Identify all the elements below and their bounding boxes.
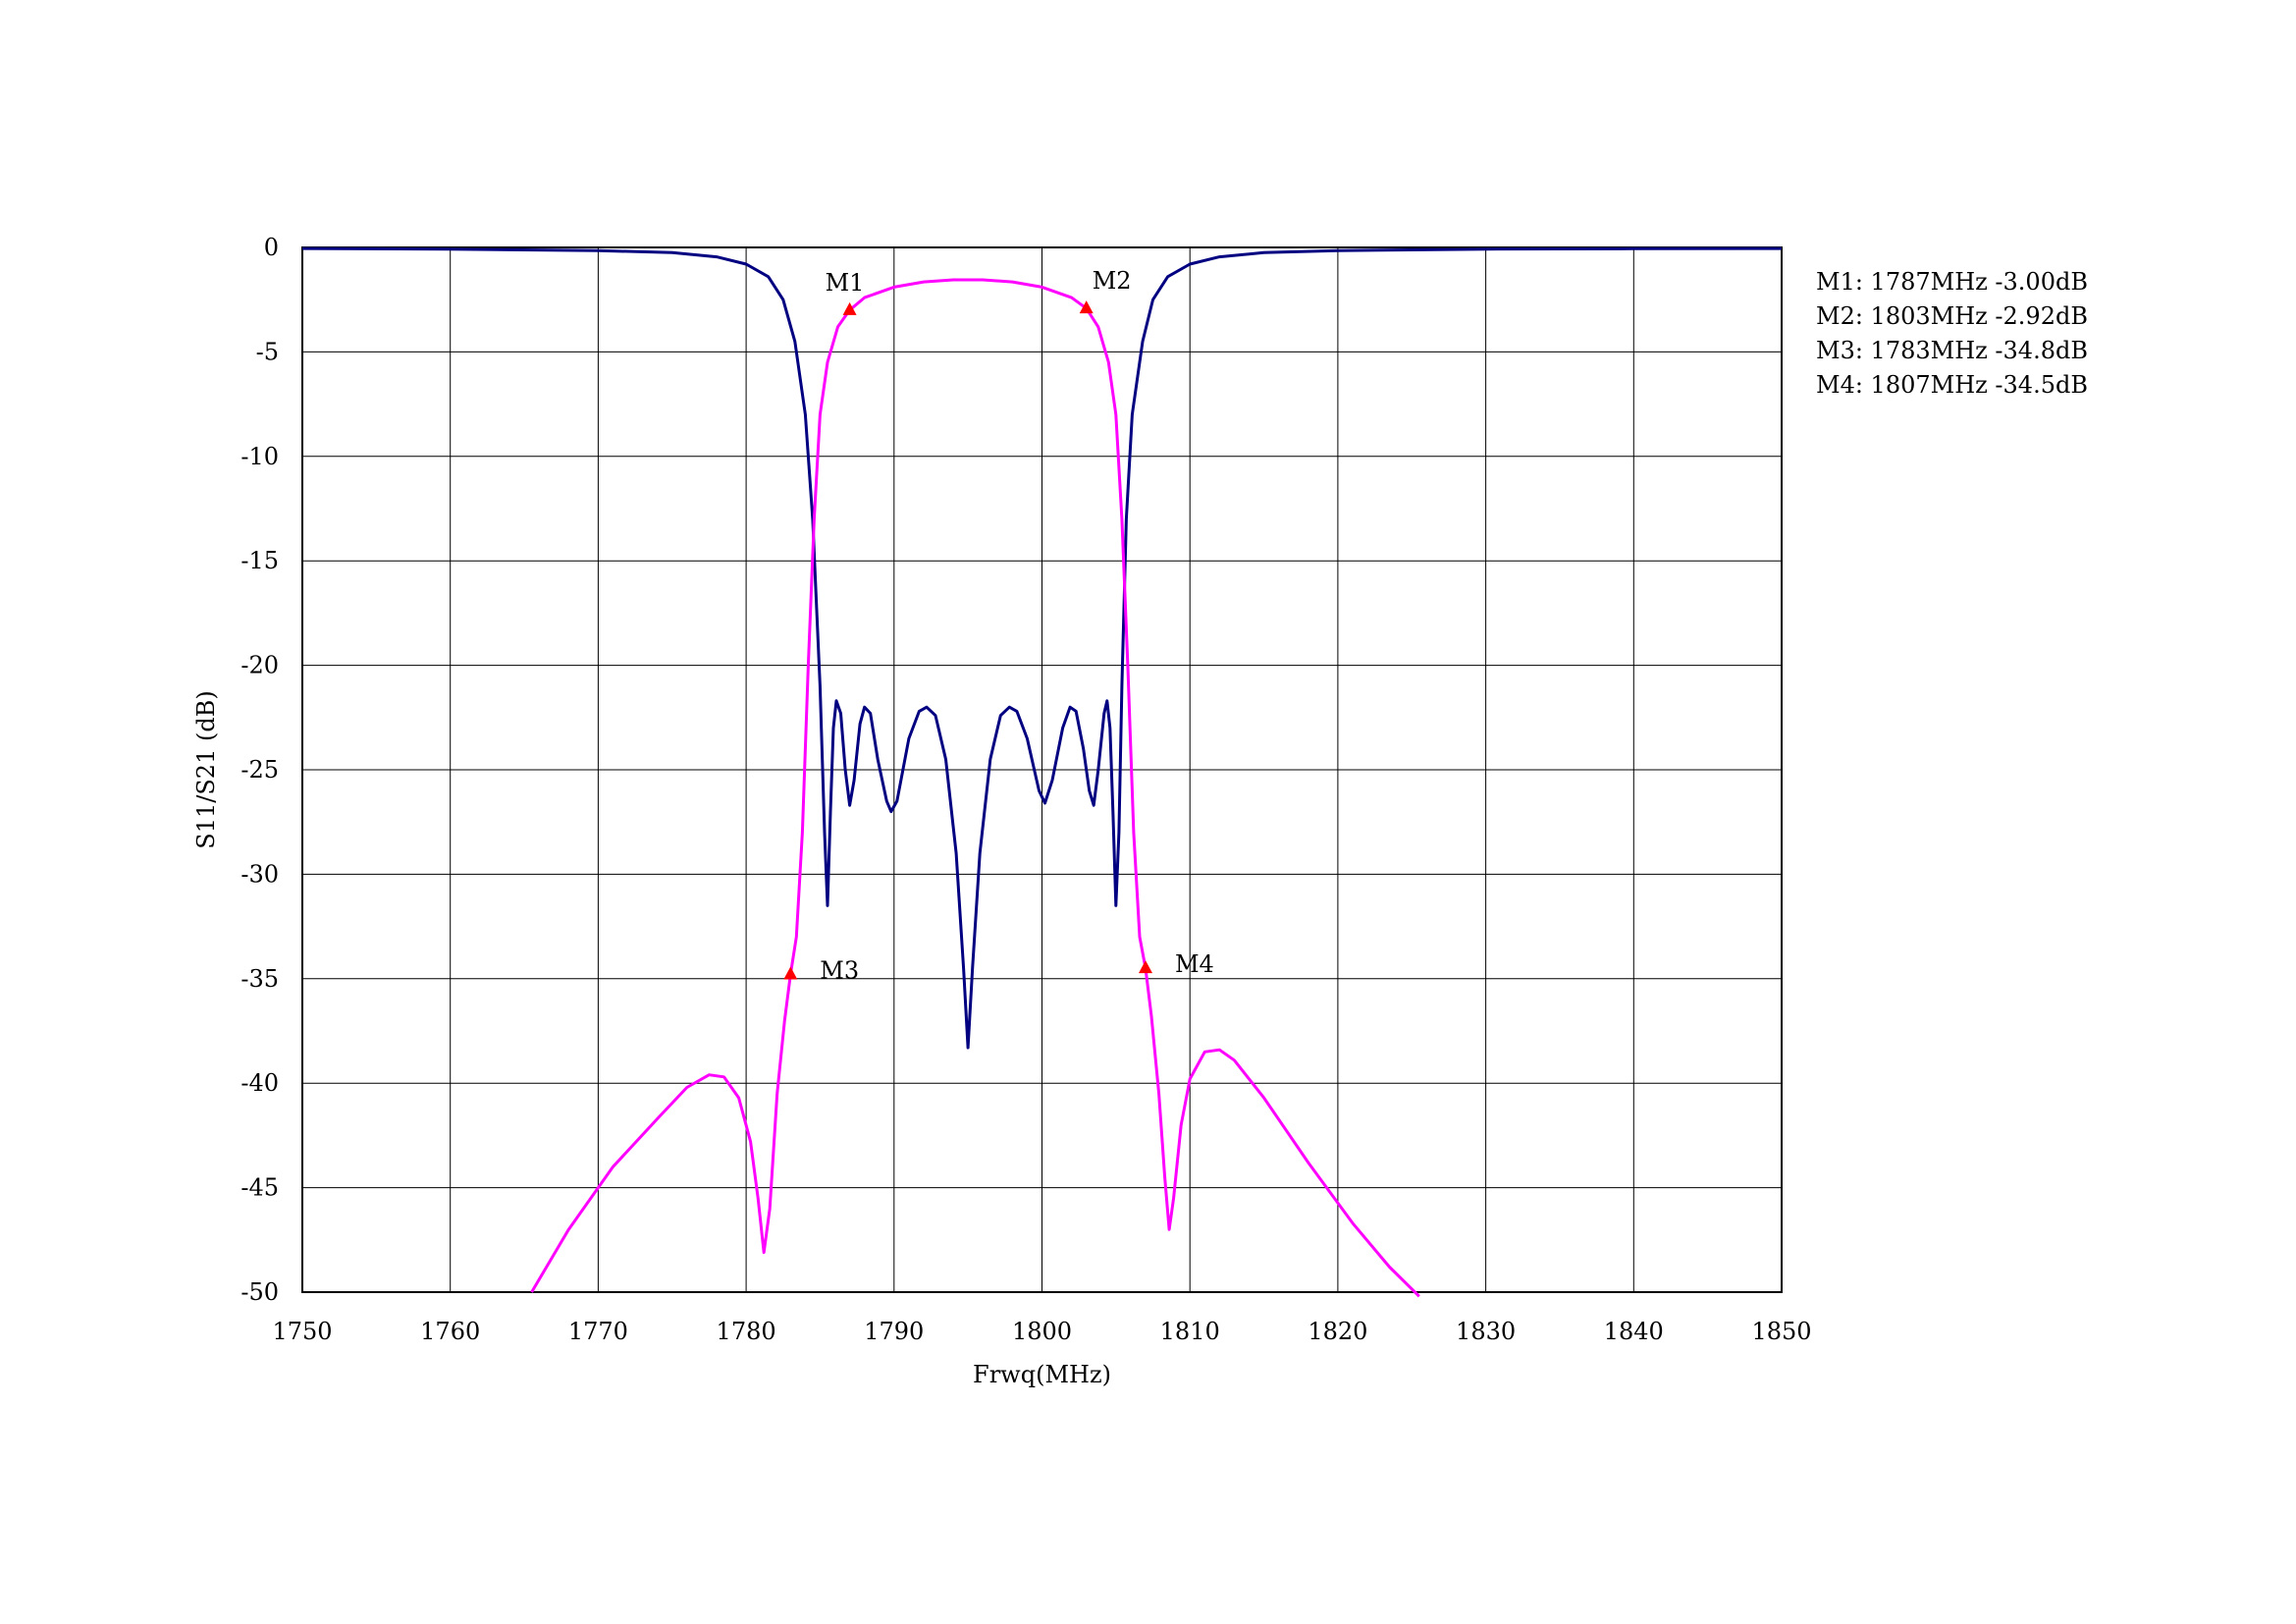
marker-m3: [783, 966, 798, 980]
x-tick-label: 1790: [864, 1318, 924, 1345]
y-tick-label: -15: [240, 547, 279, 574]
marker-readout: M3: 1783MHz -34.8dB: [1816, 337, 2088, 364]
y-tick-label: -25: [240, 756, 279, 784]
y-tick-label: 0: [264, 234, 279, 261]
marker-m4: [1138, 960, 1152, 974]
y-tick-labels: 0 -5 -10 -15 -20 -25 -30 -35 -40 -45 -50: [240, 234, 279, 1306]
x-tick-label: 1850: [1751, 1318, 1811, 1345]
y-tick-label: -50: [240, 1278, 279, 1306]
y-tick-label: -40: [240, 1069, 279, 1097]
marker-m2: [1079, 300, 1094, 314]
x-tick-label: 1780: [717, 1318, 776, 1345]
x-tick-label: 1810: [1160, 1318, 1220, 1345]
x-tick-label: 1820: [1308, 1318, 1367, 1345]
marker-label-m4: M4: [1175, 950, 1214, 978]
marker-readout-list: M1: 1787MHz -3.00dB M2: 1803MHz -2.92dB M3…: [1816, 268, 2088, 399]
x-tick-labels: 1750 1760 1770 1780 1790 1800 1810 1820 1830 1840…: [272, 1318, 1811, 1345]
series-line-2: [530, 278, 1420, 1298]
marker-readout: M4: 1807MHz -34.5dB: [1816, 371, 2088, 399]
x-tick-label: 1750: [272, 1318, 332, 1345]
y-tick-label: -5: [256, 338, 279, 365]
marker-label-m2: M2: [1093, 267, 1132, 295]
x-tick-label: 1840: [1604, 1318, 1664, 1345]
marker-label-m3: M3: [820, 957, 859, 985]
y-tick-label: -30: [240, 860, 279, 888]
marker-readout: M2: 1803MHz -2.92dB: [1816, 302, 2088, 330]
marker-m1: [842, 301, 857, 315]
y-axis-title: S11/S21 (dB): [192, 690, 220, 848]
x-axis-title: Frwq(MHz): [973, 1361, 1111, 1388]
marker-layer: M1 M2 M3 M4: [783, 267, 1214, 985]
grid: [301, 246, 1783, 1293]
series-line-1: [301, 246, 1783, 1050]
marker-readout: M1: 1787MHz -3.00dB: [1816, 268, 2088, 296]
y-tick-label: -10: [240, 443, 279, 470]
x-tick-label: 1830: [1456, 1318, 1516, 1345]
y-tick-label: -35: [240, 965, 279, 993]
y-tick-label: -45: [240, 1174, 279, 1202]
plot-frame: [301, 246, 1783, 1293]
x-tick-label: 1760: [420, 1318, 480, 1345]
y-tick-label: -20: [240, 652, 279, 679]
series-layer: [301, 246, 1783, 1298]
x-tick-label: 1770: [568, 1318, 628, 1345]
x-tick-label: 1800: [1012, 1318, 1072, 1345]
marker-label-m1: M1: [826, 269, 865, 297]
